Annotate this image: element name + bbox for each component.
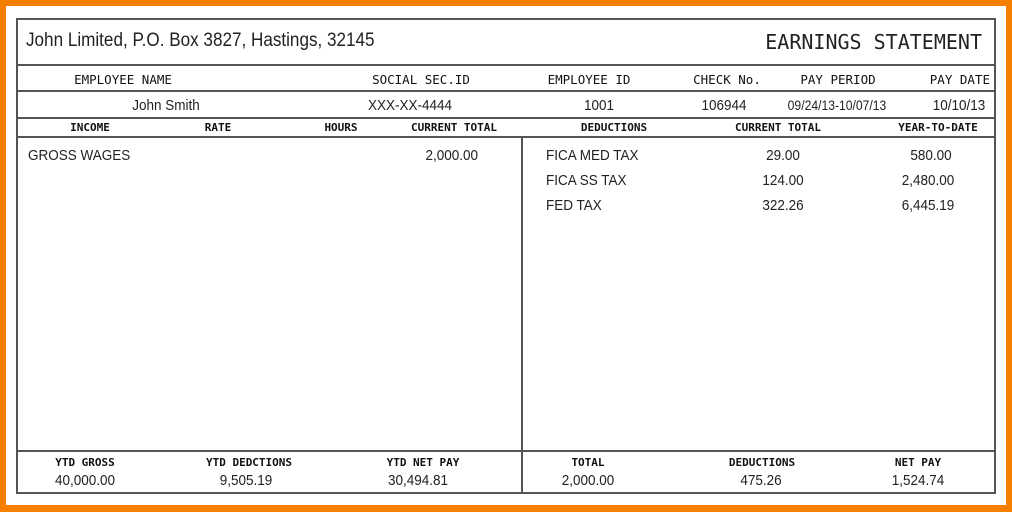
summary-label: DEDUCTIONS [728, 456, 796, 469]
col-rate: RATE [204, 121, 232, 134]
deductions-value: 475.26 [740, 472, 782, 489]
col-current-total: CURRENT TOTAL [410, 121, 498, 134]
label-ssn: SOCIAL SEC.ID [372, 72, 470, 87]
divider [16, 136, 996, 138]
paper [6, 6, 1006, 505]
income-name: GROSS WAGES [28, 147, 131, 164]
divider [16, 64, 996, 66]
ytd-gross-value: 40,000.00 [54, 472, 116, 489]
net-pay-value: 1,524.74 [891, 472, 945, 489]
summary-label: NET PAY [894, 456, 942, 469]
deduction-name: FED TAX [546, 197, 602, 214]
total-value: 2,000.00 [561, 472, 615, 489]
summary-label: TOTAL [571, 456, 605, 469]
deduction-current: 322.26 [762, 197, 804, 214]
employee-id: 1001 [583, 97, 615, 114]
col-income: INCOME [70, 121, 110, 134]
deduction-name: FICA MED TAX [546, 147, 639, 164]
ssn: XXX-XX-4444 [367, 97, 453, 114]
deduction-current: 29.00 [766, 147, 800, 164]
column-divider [521, 136, 523, 492]
divider [16, 90, 996, 92]
deduction-ytd: 2,480.00 [901, 172, 955, 189]
col-deductions-current: CURRENT TOTAL [734, 121, 822, 134]
summary-label: YTD GROSS [55, 456, 115, 469]
deduction-ytd: 580.00 [910, 147, 952, 164]
pay-period: 09/24/13-10/07/13 [787, 98, 887, 113]
deduction-name: FICA SS TAX [546, 172, 627, 189]
col-ytd: YEAR-TO-DATE [898, 121, 978, 134]
check-no: 106944 [701, 97, 747, 114]
label-pay-date: PAY DATE [929, 72, 990, 87]
divider [16, 117, 996, 119]
label-pay-period: PAY PERIOD [800, 72, 876, 87]
summary-label: YTD DEDCTIONS [205, 456, 293, 469]
employee-name: John Smith [132, 97, 200, 114]
statement-box [16, 18, 996, 494]
page-title: EARNINGS STATEMENT [765, 30, 982, 54]
income-current: 2,000.00 [425, 147, 478, 164]
pay-date: 10/10/13 [932, 97, 986, 114]
ytd-deductions-value: 9,505.19 [219, 472, 273, 489]
ytd-net-pay-value: 30,494.81 [387, 472, 449, 489]
company-address: John Limited, P.O. Box 3827, Hastings, 3… [26, 30, 375, 51]
col-hours: HOURS [324, 121, 358, 134]
label-employee-id: EMPLOYEE ID [547, 72, 631, 87]
summary-label: YTD NET PAY [386, 456, 460, 469]
col-deductions: DEDUCTIONS [580, 121, 648, 134]
deduction-current: 124.00 [762, 172, 804, 189]
label-check-no: CHECK No. [693, 72, 761, 87]
label-employee-name: EMPLOYEE NAME [74, 72, 172, 87]
divider [16, 450, 996, 452]
deduction-ytd: 6,445.19 [901, 197, 955, 214]
